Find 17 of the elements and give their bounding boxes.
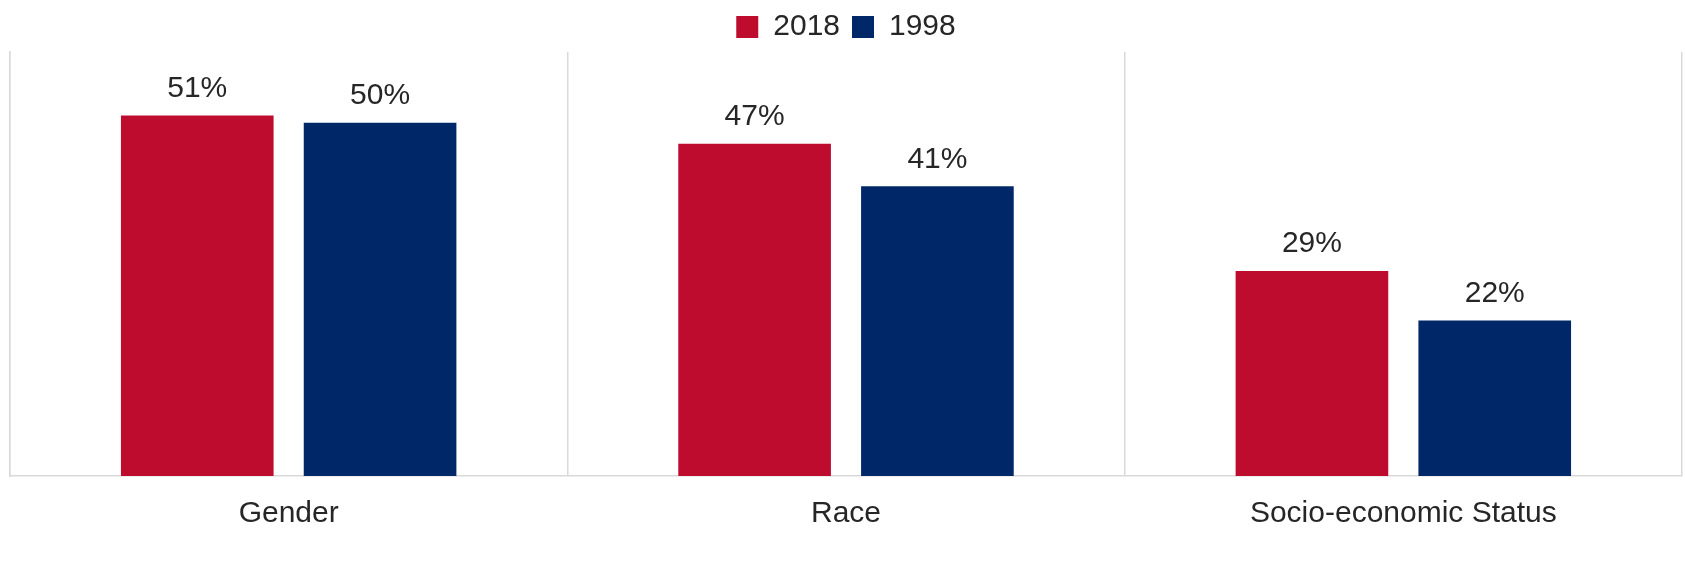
bar: [120, 115, 274, 476]
x-tick-label: Gender: [238, 495, 339, 529]
x-tick-label: Socio-economic Status: [1249, 495, 1557, 529]
x-tick-label: Race: [810, 495, 882, 529]
legend-label: 2018: [773, 8, 841, 42]
data-label: 29%: [1281, 225, 1342, 259]
data-label: 47%: [724, 98, 785, 132]
data-label: 51%: [167, 69, 228, 103]
data-label: 22%: [1464, 274, 1525, 308]
bar: [678, 143, 831, 476]
legend-label: 1998: [889, 8, 956, 42]
bar: [1418, 320, 1572, 476]
bar: [303, 122, 457, 476]
bar: [861, 186, 1014, 476]
data-label: 50%: [350, 76, 411, 110]
bar: [1235, 271, 1389, 476]
data-label: 41%: [907, 140, 968, 174]
